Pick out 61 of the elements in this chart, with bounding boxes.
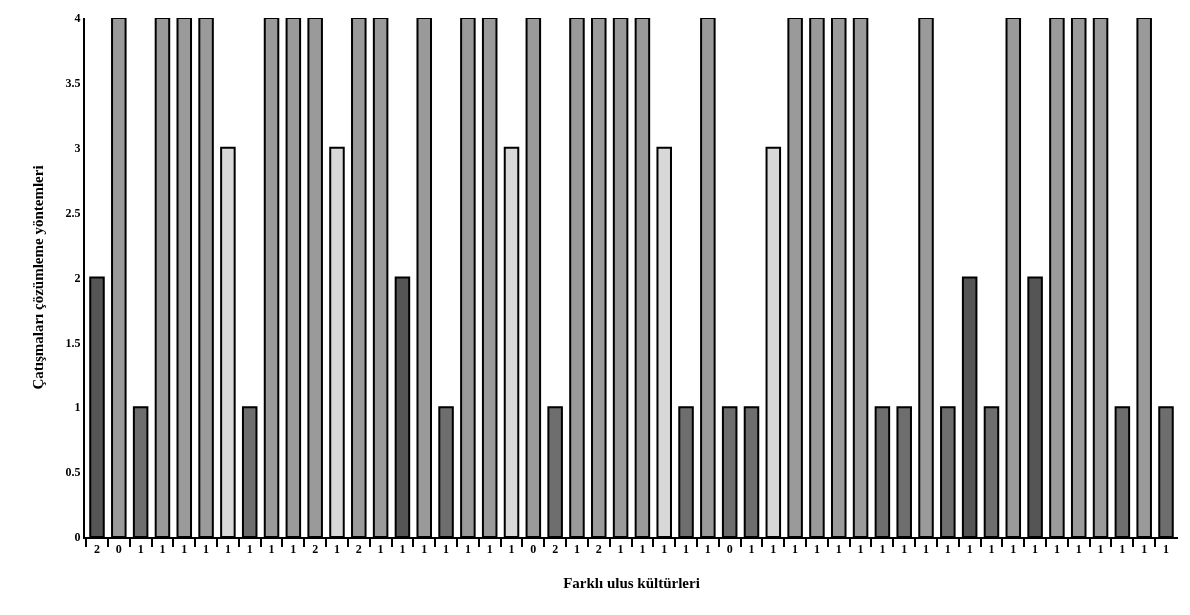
x-tick-label: 1 — [1163, 542, 1169, 557]
x-tick-label: 1 — [203, 542, 210, 557]
x-tick-label: 2 — [552, 542, 559, 557]
x-tick-label: 1 — [879, 542, 886, 557]
x-tick-label: 1 — [617, 542, 624, 557]
x-tick-label: 1 — [290, 542, 297, 557]
y-tick-label: 3.5 — [65, 76, 81, 91]
x-tick-label: 1 — [770, 542, 777, 557]
x-tick-label: 1 — [835, 542, 842, 557]
y-tick-label: 1 — [74, 400, 81, 415]
x-tick-label: 0 — [115, 542, 122, 557]
x-tick-label: 1 — [639, 542, 646, 557]
y-tick-label: 2 — [74, 270, 81, 285]
x-tick-label: 2 — [94, 542, 100, 557]
y-tick-label: 3 — [74, 140, 81, 155]
x-tick-label: 1 — [181, 542, 188, 557]
x-tick-label: 1 — [901, 542, 908, 557]
x-tick-label: 1 — [421, 542, 428, 557]
y-tick-label: 0.5 — [65, 465, 81, 480]
x-tick-label: 1 — [399, 542, 406, 557]
x-tick-label: 1 — [1032, 542, 1039, 557]
x-tick-label: 1 — [224, 542, 231, 557]
x-tick-label: 1 — [966, 542, 973, 557]
x-tick-label: 1 — [1119, 542, 1126, 557]
y-tick-label: 2.5 — [65, 205, 81, 220]
x-tick-label: 1 — [792, 542, 799, 557]
x-tick-label: 1 — [988, 542, 995, 557]
x-tick-label: 1 — [857, 542, 864, 557]
x-tick-label: 1 — [813, 542, 820, 557]
x-tick-label: 1 — [246, 542, 253, 557]
x-tick-label: 1 — [1141, 542, 1148, 557]
x-tick-label: 0 — [530, 542, 537, 557]
y-tick-label: 0 — [74, 530, 81, 545]
x-tick-label: 1 — [159, 542, 166, 557]
x-tick-label: 0 — [726, 542, 733, 557]
y-tick-label: 4 — [74, 11, 81, 26]
x-tick-label: 1 — [268, 542, 275, 557]
x-tick-label: 1 — [443, 542, 450, 557]
x-tick-label: 1 — [748, 542, 755, 557]
x-tick-label: 1 — [333, 542, 340, 557]
x-tick-label: 1 — [704, 542, 711, 557]
x-axis-title: Farklı ulus kültürleri — [563, 574, 700, 591]
y-axis-title: Çatışmaları çözümleme yöntemleri — [30, 165, 47, 390]
x-tick-label: 1 — [573, 542, 580, 557]
x-tick-label: 1 — [1010, 542, 1017, 557]
x-tick-label: 2 — [595, 542, 602, 557]
x-tick-label: 1 — [683, 542, 690, 557]
x-tick-label: 1 — [1053, 542, 1060, 557]
x-tick-label: 1 — [661, 542, 668, 557]
x-tick-label: 1 — [1097, 542, 1104, 557]
x-tick-label: 1 — [137, 542, 144, 557]
x-tick-label: 2 — [312, 542, 319, 557]
x-tick-label: 1 — [508, 542, 515, 557]
x-tick-label: 1 — [377, 542, 384, 557]
x-tick-label: 1 — [486, 542, 493, 557]
x-tick-label: 1 — [923, 542, 930, 557]
x-tick-label: 1 — [944, 542, 951, 557]
x-tick-label: 1 — [1075, 542, 1082, 557]
x-tick-label: 2 — [355, 542, 362, 557]
y-tick-label: 1.5 — [65, 335, 81, 350]
x-tick-label: 1 — [464, 542, 471, 557]
